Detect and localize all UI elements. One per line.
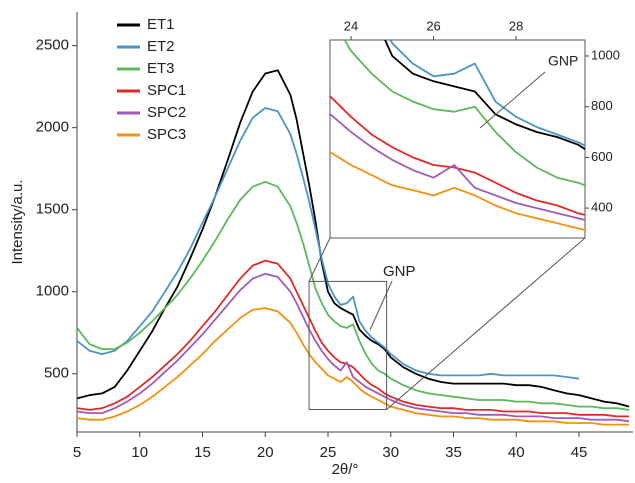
y-tick-label: 1500: [36, 201, 69, 218]
zoom-connector: [386, 237, 586, 410]
legend-label: SPC3: [147, 126, 186, 143]
legend-label: SPC2: [147, 104, 186, 121]
series-group: [330, 40, 585, 232]
legend-label: ET2: [147, 38, 175, 55]
main-plot: 5 10 15 20 25 30 35 40 455001000150020002500ET1E…: [36, 12, 633, 461]
y-tick-label: 2000: [36, 119, 69, 136]
zoom-box: [308, 280, 388, 411]
x-tick-label: 40: [508, 444, 525, 461]
series-line: [77, 259, 630, 418]
x-tick-label: 5: [73, 444, 81, 461]
x-axis-title: 2θ/°: [332, 461, 359, 478]
x-tick-label: 45: [571, 444, 588, 461]
inset-annotation: GNP: [548, 53, 578, 69]
y-tick-label: 2500: [36, 37, 69, 54]
inset-x-tick-label: 26: [426, 18, 440, 33]
annotation-pointer: [369, 280, 393, 331]
series-line: [330, 150, 585, 232]
x-tick-label: 35: [445, 444, 462, 461]
y-tick-label: 500: [44, 365, 69, 382]
inset-y-tick-label: 600: [591, 149, 613, 164]
series-line: [384, 40, 585, 151]
x-tick-label: 10: [131, 444, 148, 461]
zoom-connector: [308, 237, 331, 282]
legend-label: ET3: [147, 60, 175, 77]
y-axis-title: Intensity/a.u.: [9, 179, 26, 264]
series-line: [77, 272, 630, 423]
series-line: [77, 107, 580, 380]
inset-plot: 24 26 28 400 600 800 1000: [330, 18, 620, 232]
x-tick-label: 30: [382, 444, 399, 461]
legend-label: ET1: [147, 16, 175, 33]
y-tick-label: 1000: [36, 283, 69, 300]
inset-x-tick-label: 24: [344, 18, 358, 33]
series-line: [77, 307, 630, 426]
series-line: [77, 180, 630, 411]
connectors: [369, 71, 546, 331]
legend: ET1 ET2 ET3 SPC1 SPC2 SPC3: [117, 16, 186, 143]
x-tick-label: 20: [257, 444, 274, 461]
series-line: [389, 40, 585, 147]
inset-y-tick-label: 800: [591, 98, 613, 113]
series-line: [330, 112, 585, 221]
inset-x-tick-label: 28: [509, 18, 523, 33]
series-line: [77, 69, 630, 408]
series-group: [77, 69, 630, 426]
x-tick-label: 15: [194, 444, 211, 461]
series-line: [330, 94, 585, 216]
legend-label: SPC1: [147, 82, 186, 99]
inset-y-tick-label: 400: [591, 200, 613, 215]
inset-y-tick-label: 1000: [591, 47, 620, 62]
inset-annotation-pointer: [479, 71, 546, 129]
x-tick-label: 25: [320, 444, 337, 461]
annotation: GNP: [383, 263, 416, 280]
series-line: [343, 40, 585, 187]
